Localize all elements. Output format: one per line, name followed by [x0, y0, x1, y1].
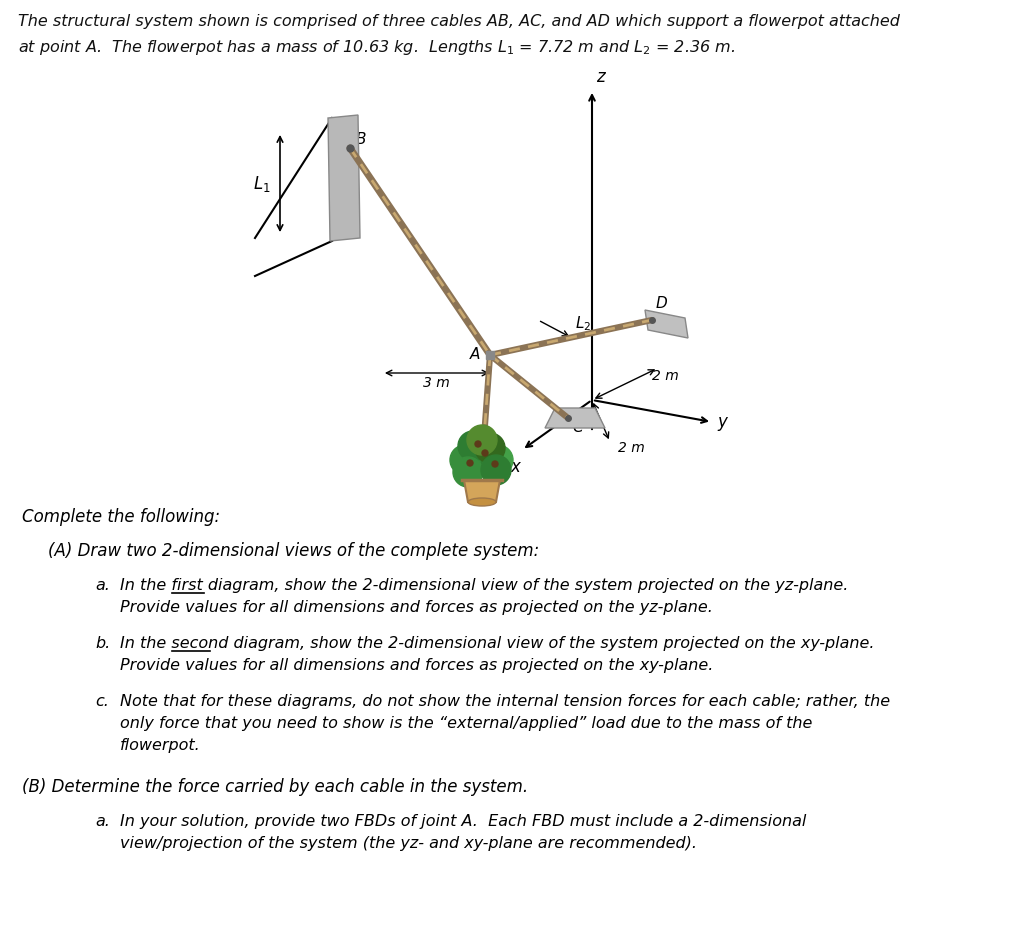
Text: C: C [572, 420, 583, 435]
Circle shape [475, 441, 481, 447]
Text: c.: c. [95, 694, 109, 709]
Circle shape [492, 461, 498, 467]
Text: z: z [596, 68, 605, 86]
Text: view/projection of the system (the yz- and xy-plane are recommended).: view/projection of the system (the yz- a… [120, 836, 697, 851]
Text: Complete the following:: Complete the following: [22, 508, 220, 526]
Text: (A) Draw two 2-dimensional views of the complete system:: (A) Draw two 2-dimensional views of the … [48, 542, 540, 560]
Circle shape [481, 455, 511, 485]
Polygon shape [645, 310, 688, 338]
Text: a.: a. [95, 578, 110, 593]
Text: at point A.  The flowerpot has a mass of 10.63 kg.  Lengths $L_1$ = 7.72 m and $: at point A. The flowerpot has a mass of … [18, 38, 735, 57]
Text: b.: b. [95, 636, 111, 651]
Text: flowerpot.: flowerpot. [120, 738, 201, 753]
Ellipse shape [468, 498, 496, 506]
Circle shape [482, 450, 488, 456]
Text: 2 m: 2 m [618, 441, 645, 455]
Circle shape [467, 443, 497, 473]
Polygon shape [545, 408, 605, 428]
Text: 2 m: 2 m [652, 369, 679, 383]
Text: Provide values for all dimensions and forces as projected on the yz-plane.: Provide values for all dimensions and fo… [120, 600, 713, 615]
Circle shape [450, 445, 480, 475]
Text: a.: a. [95, 814, 110, 829]
Text: In the first diagram, show the 2-dimensional view of the system projected on the: In the first diagram, show the 2-dimensi… [120, 578, 848, 593]
Circle shape [458, 431, 488, 461]
Text: D: D [656, 296, 668, 311]
Text: $L_1$: $L_1$ [253, 174, 270, 194]
Text: Provide values for all dimensions and forces as projected on the xy-plane.: Provide values for all dimensions and fo… [120, 658, 714, 673]
Text: B: B [356, 132, 367, 147]
Text: y: y [717, 413, 727, 431]
Text: The structural system shown is comprised of three cables AB, AC, and AD which su: The structural system shown is comprised… [18, 14, 900, 29]
Circle shape [467, 460, 473, 466]
Circle shape [453, 457, 483, 487]
Text: x: x [510, 458, 520, 476]
Text: Note that for these diagrams, do not show the internal tension forces for each c: Note that for these diagrams, do not sho… [120, 694, 890, 709]
Circle shape [467, 425, 497, 455]
Text: $L_2$: $L_2$ [575, 314, 591, 332]
Circle shape [475, 433, 505, 463]
Text: In your solution, provide two FBDs of joint A.  Each FBD must include a 2-dimens: In your solution, provide two FBDs of jo… [120, 814, 806, 829]
Text: 3 m: 3 m [423, 376, 450, 390]
Text: In the second diagram, show the 2-dimensional view of the system projected on th: In the second diagram, show the 2-dimens… [120, 636, 874, 651]
Text: (B) Determine the force carried by each cable in the system.: (B) Determine the force carried by each … [22, 778, 528, 796]
Polygon shape [464, 480, 500, 502]
Text: only force that you need to show is the “external/applied” load due to the mass : only force that you need to show is the … [120, 716, 812, 731]
Polygon shape [328, 115, 360, 241]
Circle shape [483, 445, 513, 475]
Text: A: A [470, 347, 480, 362]
